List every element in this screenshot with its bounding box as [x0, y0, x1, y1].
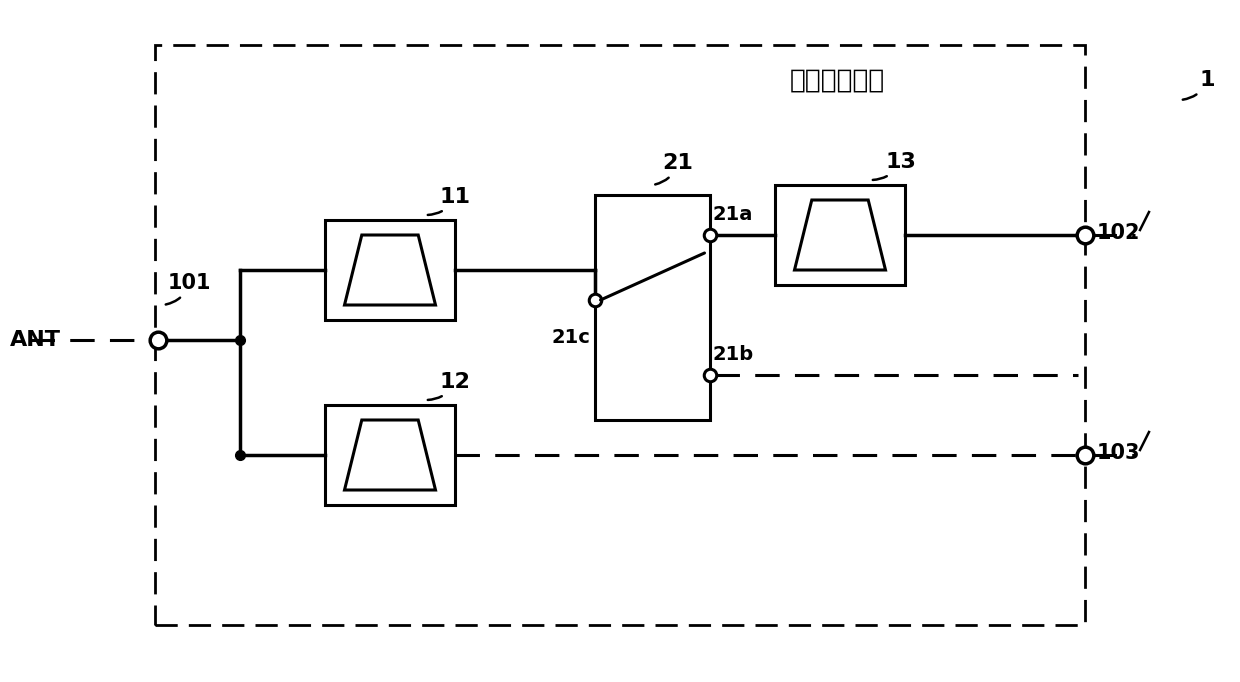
Text: 21a: 21a: [713, 205, 754, 224]
Text: 12: 12: [428, 372, 471, 400]
Bar: [595, 195, 711, 420]
Text: 103: 103: [1097, 443, 1141, 463]
Bar: [155, 45, 1085, 625]
Text: 21c: 21c: [551, 328, 590, 347]
Text: 102: 102: [1097, 223, 1141, 243]
Text: 11: 11: [428, 187, 471, 215]
Text: 高频前端电路: 高频前端电路: [790, 68, 885, 94]
Text: 21: 21: [655, 153, 693, 184]
Text: ANT: ANT: [10, 330, 61, 350]
Bar: [325, 405, 455, 505]
Text: 21b: 21b: [713, 345, 754, 364]
Bar: [775, 185, 905, 285]
Text: 1: 1: [1183, 70, 1215, 100]
Text: 13: 13: [873, 152, 916, 180]
Bar: [325, 220, 455, 320]
Text: 101: 101: [166, 273, 212, 304]
